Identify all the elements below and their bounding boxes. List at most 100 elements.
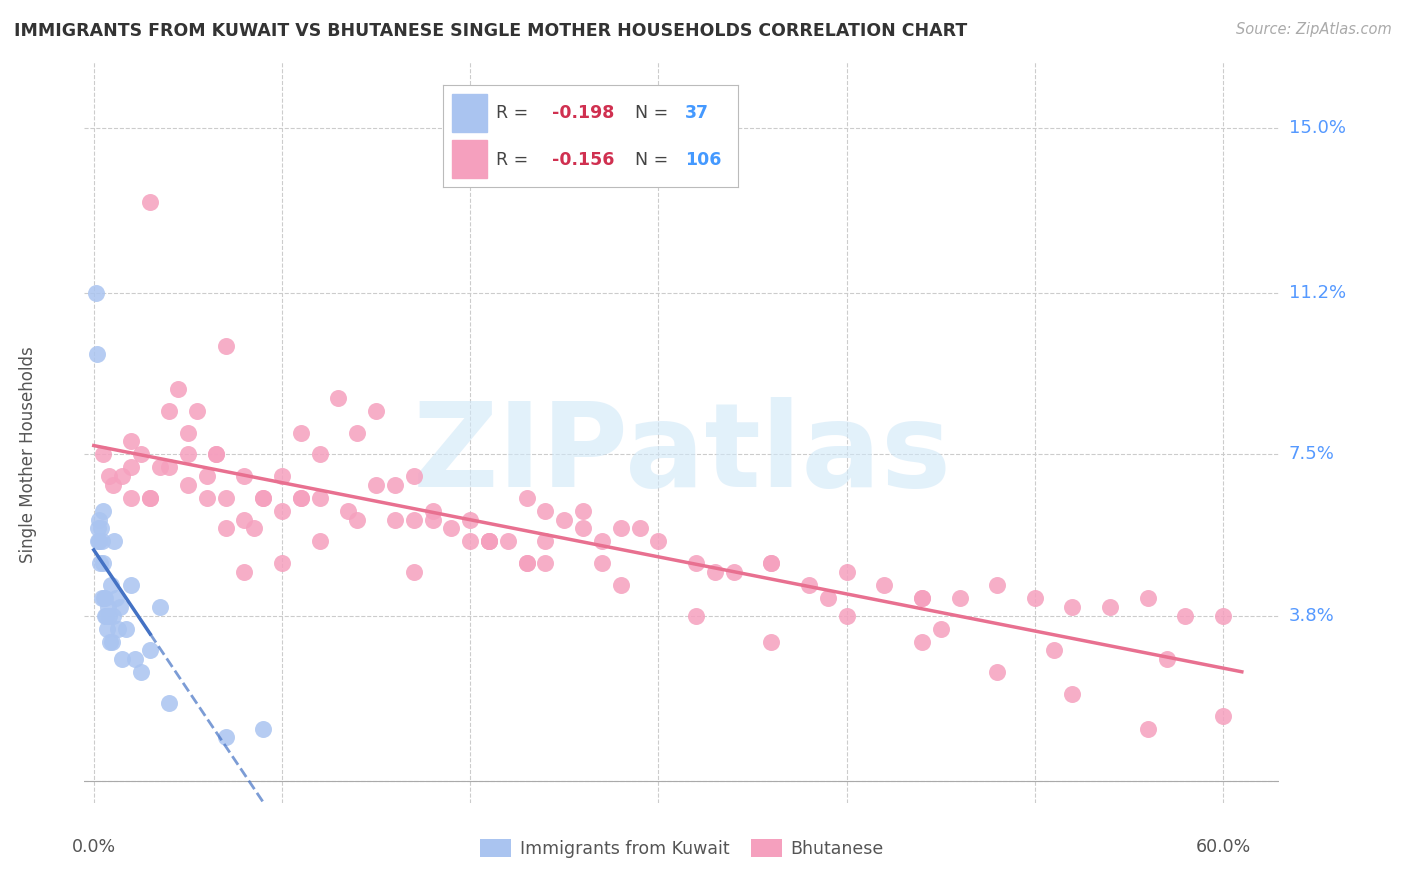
Point — [139, 491, 162, 505]
Point — [120, 578, 142, 592]
Point — [685, 608, 707, 623]
Point — [167, 382, 190, 396]
Point — [817, 591, 839, 606]
Point — [458, 513, 481, 527]
Point — [948, 591, 970, 606]
Point — [101, 608, 124, 623]
Point — [609, 521, 631, 535]
Point — [214, 338, 236, 352]
Text: 37: 37 — [685, 104, 709, 122]
Point — [195, 491, 218, 505]
Point — [384, 513, 406, 527]
Point — [1174, 608, 1197, 623]
Point — [214, 521, 236, 535]
Point — [516, 491, 538, 505]
Point — [124, 652, 146, 666]
Point — [986, 578, 1008, 592]
Point — [120, 460, 142, 475]
Point — [647, 534, 669, 549]
Bar — [451, 94, 486, 132]
Point — [1062, 599, 1084, 614]
Point — [290, 491, 312, 505]
Point — [308, 534, 330, 549]
Point — [157, 696, 180, 710]
Point — [422, 504, 444, 518]
Point — [105, 591, 128, 606]
Point — [233, 565, 256, 579]
Point — [402, 469, 425, 483]
Point — [91, 591, 114, 606]
Point — [986, 665, 1008, 680]
Point — [90, 521, 112, 535]
Point — [516, 556, 538, 570]
Point — [364, 478, 387, 492]
Point — [91, 556, 114, 570]
Point — [177, 478, 200, 492]
Point — [94, 608, 117, 623]
Point — [911, 591, 934, 606]
Point — [96, 622, 118, 636]
Point — [139, 491, 162, 505]
Point — [149, 599, 172, 614]
Point — [98, 634, 121, 648]
Point — [120, 434, 142, 449]
Point — [91, 447, 114, 461]
Point — [384, 478, 406, 492]
Point — [572, 521, 595, 535]
Text: 3.8%: 3.8% — [1289, 607, 1334, 624]
Point — [761, 556, 783, 570]
Point — [402, 565, 425, 579]
Point — [723, 565, 745, 579]
Point — [1212, 708, 1234, 723]
Point — [308, 447, 330, 461]
Point — [139, 643, 162, 657]
Point — [1156, 652, 1178, 666]
Text: N =: N = — [636, 104, 673, 122]
Point — [1099, 599, 1122, 614]
Point — [873, 578, 896, 592]
Point — [108, 599, 131, 614]
Point — [214, 731, 236, 745]
Point — [402, 513, 425, 527]
Point — [534, 534, 557, 549]
Point — [89, 513, 111, 527]
Text: 0.0%: 0.0% — [72, 838, 115, 855]
Point — [205, 447, 228, 461]
Point — [177, 425, 200, 440]
Point — [89, 556, 111, 570]
Point — [186, 404, 208, 418]
Point — [911, 591, 934, 606]
Text: 15.0%: 15.0% — [1289, 119, 1346, 136]
Point — [1024, 591, 1046, 606]
Text: ZIPatlas: ZIPatlas — [412, 397, 952, 512]
Point — [157, 404, 180, 418]
Point — [214, 491, 236, 505]
Point — [271, 469, 294, 483]
Point — [478, 534, 501, 549]
Point — [129, 447, 152, 461]
Point — [336, 504, 359, 518]
Point — [703, 565, 725, 579]
Point — [93, 591, 115, 606]
Text: 106: 106 — [685, 151, 721, 169]
Point — [120, 491, 142, 505]
Point — [440, 521, 463, 535]
Point — [591, 534, 613, 549]
Point — [553, 513, 575, 527]
Text: Source: ZipAtlas.com: Source: ZipAtlas.com — [1236, 22, 1392, 37]
Point — [252, 722, 274, 736]
Point — [496, 534, 519, 549]
Text: 60.0%: 60.0% — [1195, 838, 1250, 855]
Point — [195, 469, 218, 483]
Text: R =: R = — [496, 151, 534, 169]
Point — [86, 347, 108, 361]
Point — [94, 591, 117, 606]
Point — [114, 622, 136, 636]
Point — [129, 665, 152, 680]
Point — [100, 578, 122, 592]
Text: -0.198: -0.198 — [553, 104, 614, 122]
Point — [1042, 643, 1064, 657]
Point — [1212, 608, 1234, 623]
Point — [1062, 687, 1084, 701]
Point — [84, 286, 107, 301]
